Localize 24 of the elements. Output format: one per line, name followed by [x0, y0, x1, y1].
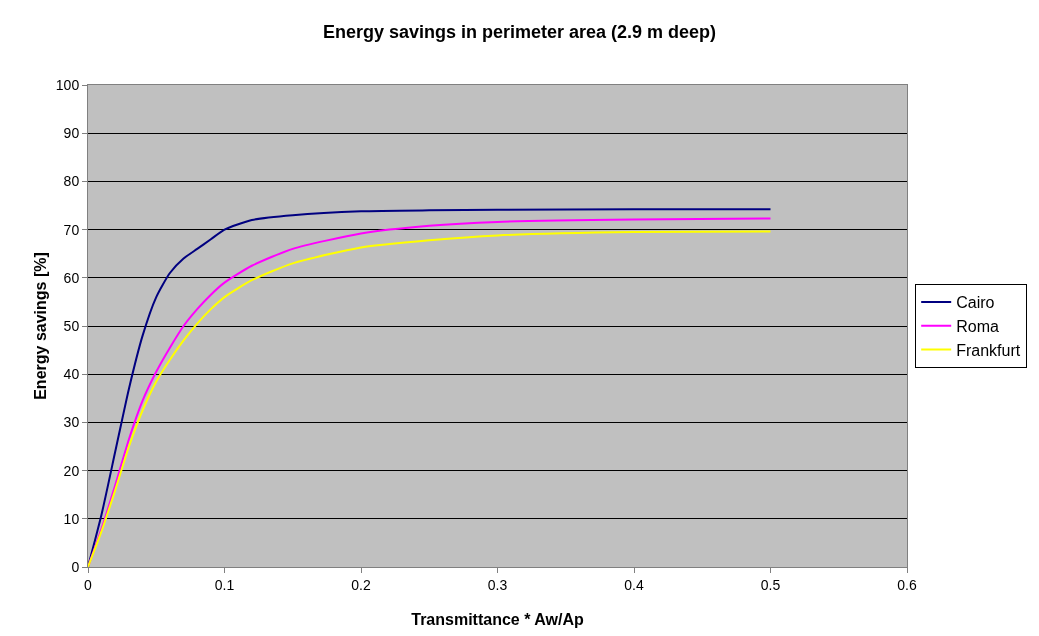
chart-title: Energy savings in perimeter area (2.9 m deep) [322, 22, 717, 43]
y-tick-label: 30 [63, 414, 80, 431]
legend-label: Roma [956, 317, 999, 335]
y-tick-label: 70 [63, 221, 80, 238]
x-tick-label: 0 [84, 576, 93, 593]
x-axis-title: Transmittance * Aw/Ap [411, 611, 584, 628]
y-tick-label: 40 [63, 366, 80, 383]
legend-label: Cairo [956, 294, 995, 312]
y-tick-label: 20 [63, 462, 80, 479]
y-tick-label: 80 [63, 173, 80, 190]
y-tick-label: 10 [63, 510, 80, 527]
x-tick-label: 0.2 [351, 576, 371, 593]
legend-label: Frankfurt [956, 341, 1021, 359]
y-axis-title: Energy savings [%] [32, 252, 49, 400]
y-tick-label: 100 [55, 76, 80, 93]
y-tick-label: 90 [63, 125, 80, 142]
y-tick-label: 0 [71, 558, 80, 575]
x-tick-label: 0.4 [624, 576, 644, 593]
y-tick-label: 50 [63, 317, 80, 334]
x-tick-label: 0.5 [760, 576, 781, 593]
x-tick-label: 0.6 [897, 576, 917, 593]
x-tick-label: 0.1 [214, 576, 235, 593]
y-tick-label: 60 [63, 269, 80, 286]
x-tick-label: 0.3 [487, 576, 508, 593]
